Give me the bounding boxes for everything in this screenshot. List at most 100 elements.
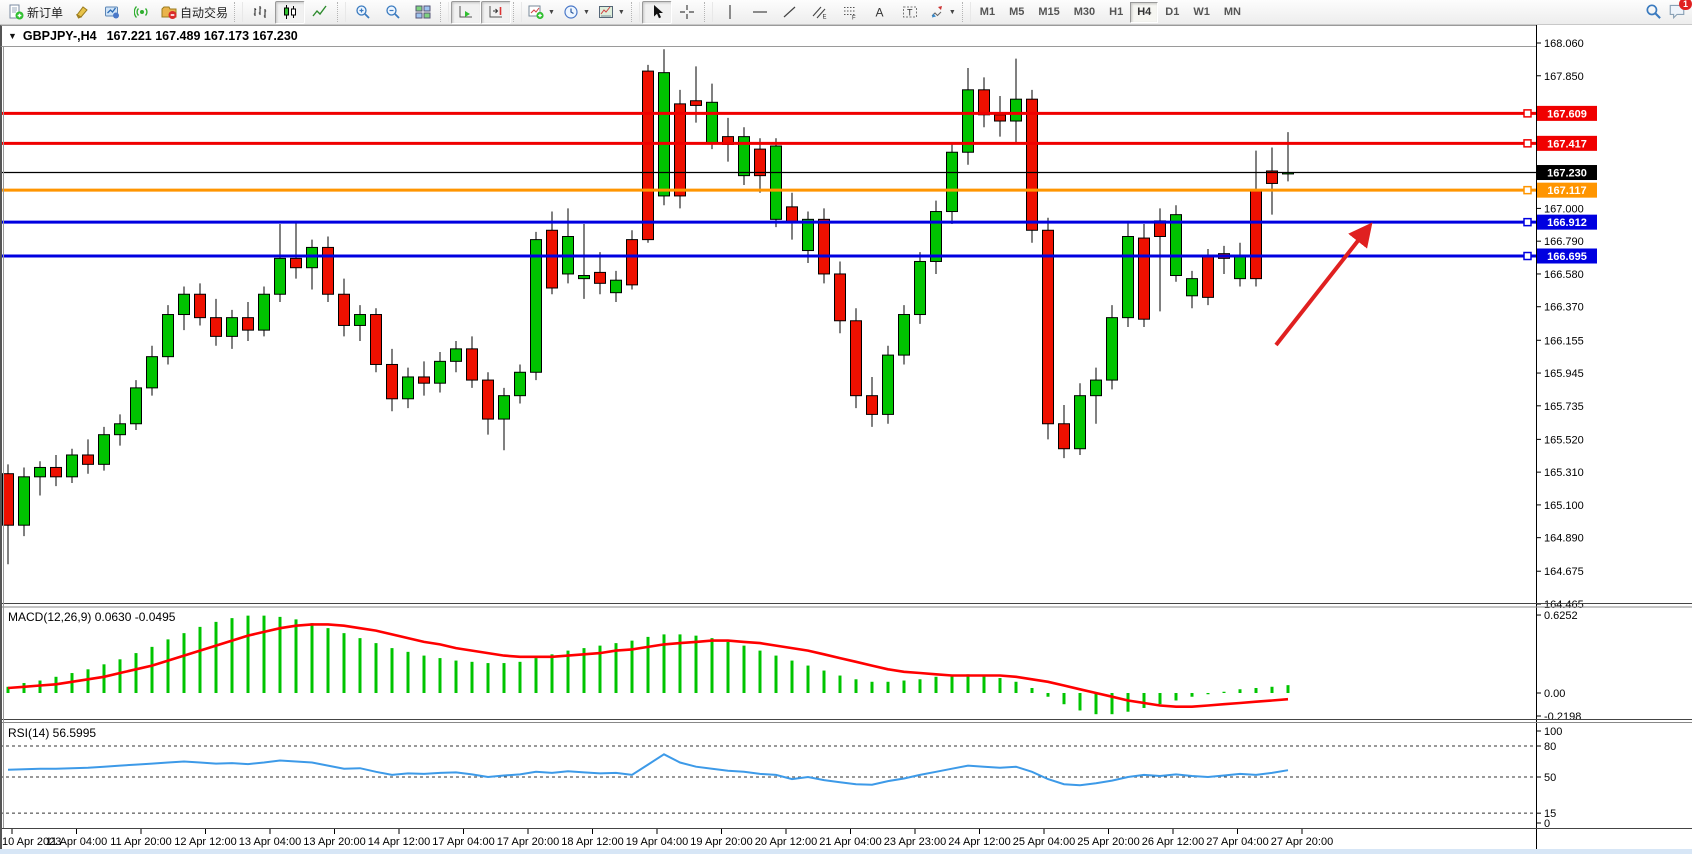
timeframe-button-h4[interactable]: H4	[1130, 1, 1159, 23]
styler-button[interactable]	[67, 1, 97, 24]
price-line-badge	[1537, 248, 1597, 264]
candle-5	[82, 454, 94, 465]
price-line-badge-value: 166.695	[1547, 251, 1587, 263]
price-line-badge-value: 167.609	[1547, 108, 1587, 120]
chart-symbol-timeframe: GBPJPY-,H4	[22, 29, 97, 43]
vline-icon	[722, 4, 738, 20]
timeframe-button-m15[interactable]: M15	[1038, 6, 1060, 18]
fibonacci-button[interactable]: F	[835, 1, 865, 24]
bars-icon	[252, 4, 268, 20]
notifications-button[interactable]: 1	[1668, 0, 1692, 20]
candle-61	[978, 89, 990, 116]
toolbar-separator	[513, 2, 523, 22]
toolbar-separator	[703, 2, 713, 22]
zoom-in-button[interactable]	[348, 1, 378, 24]
candle-42	[674, 103, 686, 197]
chart-ohlc-values: 167.221 167.489 167.173 167.230	[106, 29, 298, 43]
candle-1	[18, 476, 30, 526]
svg-text:E: E	[822, 15, 826, 21]
bar-chart-button[interactable]	[245, 1, 275, 24]
toolbar-separator	[440, 2, 450, 22]
candle-31	[498, 395, 510, 420]
timeframe-button-m5[interactable]: M5	[1009, 6, 1025, 18]
candlestick-chart-button[interactable]	[275, 0, 306, 24]
candle-49	[786, 206, 798, 223]
candle-39	[626, 239, 638, 286]
price-tick: 165.520	[1544, 434, 1584, 446]
timeframe-button-mn[interactable]: MN	[1223, 6, 1241, 18]
timeframe-button-m30[interactable]: M30	[1073, 6, 1096, 18]
date-label: 27 Apr 04:00	[1206, 836, 1268, 848]
timeframe-button-m1[interactable]: M1	[979, 6, 996, 18]
toolbar-separator	[961, 2, 971, 22]
chevron-down-icon[interactable]: ▼	[582, 8, 590, 16]
candle-0	[2, 473, 14, 526]
candle-78	[1250, 189, 1262, 280]
zoomin-icon	[355, 4, 371, 20]
candle-66	[1058, 423, 1070, 450]
strategy-tester-button[interactable]	[97, 1, 127, 24]
symbol-dropdown-icon[interactable]: ▼	[8, 31, 17, 41]
candle-13	[210, 317, 222, 337]
price-tick: 164.465	[1544, 599, 1584, 611]
text-icon: A	[872, 4, 888, 20]
arrows-icon	[929, 4, 945, 20]
price-tick: 167.850	[1544, 71, 1584, 83]
signals-button[interactable]	[127, 1, 157, 24]
rsi-axis-tick: 50	[1544, 772, 1556, 784]
date-label: 26 Apr 12:00	[1142, 836, 1204, 848]
equidistant-channel-button[interactable]: E	[805, 1, 835, 24]
main-chart-panel	[0, 28, 1536, 565]
zoom-out-button[interactable]	[378, 1, 408, 24]
timeframe-button-d1[interactable]: D1	[1165, 6, 1180, 18]
toolbar-right-group: 1	[1645, 0, 1692, 20]
tile-windows-button[interactable]	[408, 1, 438, 24]
periods-button[interactable]: ▼	[559, 1, 594, 24]
search-icon[interactable]	[1645, 3, 1662, 20]
chart-shift-button[interactable]	[481, 0, 512, 24]
cursor-button[interactable]	[641, 0, 672, 24]
trendline-button[interactable]	[775, 1, 805, 24]
candle-51	[818, 218, 830, 275]
rsi-line	[7, 753, 1289, 787]
clock-icon	[563, 4, 579, 20]
rsi-axis-tick: 0	[1544, 818, 1550, 830]
templates-button[interactable]: ▼	[594, 1, 629, 24]
candle-18	[290, 257, 302, 269]
candle-54	[866, 395, 878, 415]
autotrading-button[interactable]: 自动交易	[157, 1, 232, 24]
candle-38	[610, 279, 622, 294]
macd-panel: MACD(12,26,9) 0.0630 -0.0495	[6, 610, 1290, 715]
auto-scroll-button[interactable]	[451, 0, 482, 24]
vertical-line-button[interactable]	[715, 1, 745, 24]
svg-text:T: T	[907, 8, 913, 18]
price-line-badge-value: 167.117	[1547, 185, 1586, 197]
timeframe-button-w1[interactable]: W1	[1193, 6, 1210, 18]
price-tick: 165.310	[1544, 467, 1584, 479]
chevron-down-icon[interactable]: ▼	[548, 8, 555, 16]
crosshair-button[interactable]	[672, 1, 702, 24]
line-handle	[1523, 109, 1532, 118]
candle-29	[466, 348, 478, 381]
new-order-button[interactable]: 新订单	[4, 1, 67, 24]
line-handle	[1523, 251, 1532, 261]
indicators-button[interactable]: ▼	[524, 1, 559, 24]
fibo-icon: F	[842, 4, 858, 20]
date-label: 25 Apr 04:00	[1013, 836, 1075, 848]
date-label: 23 Apr 23:00	[884, 836, 946, 848]
horizontal-line-button[interactable]	[745, 1, 775, 24]
price-tick: 166.790	[1544, 236, 1584, 248]
chevron-down-icon[interactable]: ▼	[617, 8, 625, 16]
candle-56	[898, 314, 910, 356]
text-label-button[interactable]: T	[895, 1, 925, 24]
channel-icon: E	[812, 4, 828, 20]
line-chart-button[interactable]	[305, 1, 335, 24]
text-button[interactable]: A	[865, 1, 895, 24]
chevron-down-icon[interactable]: ▼	[948, 8, 956, 16]
arrows-button[interactable]: ▼	[925, 1, 960, 24]
timeframe-button-h1[interactable]: H1	[1109, 6, 1124, 18]
line-handle	[1523, 139, 1532, 148]
candle-68	[1090, 379, 1102, 397]
